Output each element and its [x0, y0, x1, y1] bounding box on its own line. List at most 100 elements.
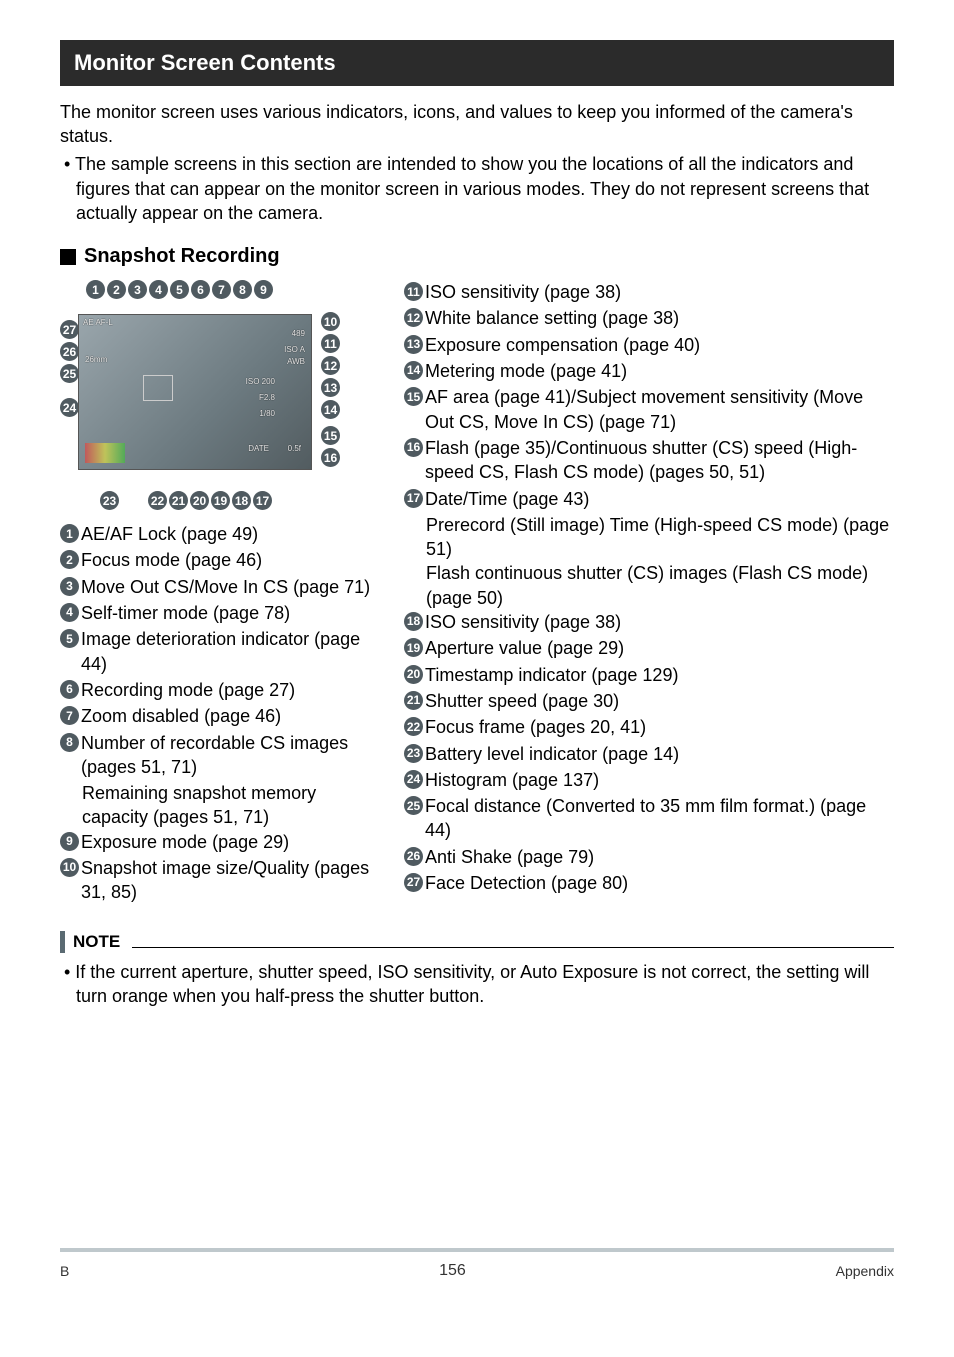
badge-23: 23	[404, 744, 423, 763]
legend-text: ISO sensitivity (page 38)	[425, 280, 621, 304]
osd-focal: 26mm	[85, 355, 107, 366]
badge-6: 6	[60, 680, 79, 699]
legend-item: 11ISO sensitivity (page 38)	[404, 280, 894, 304]
diagram-bottom-callouts: 22 21 20 19 18 17	[148, 491, 272, 510]
legend-text: AF area (page 41)/Subject movement sensi…	[425, 385, 894, 434]
legend-subtext: Prerecord (Still image) Time (High-speed…	[404, 513, 894, 562]
osd-iso200: ISO 200	[246, 377, 275, 388]
legend-item: 25Focal distance (Converted to 35 mm fil…	[404, 794, 894, 843]
legend-text: Battery level indicator (page 14)	[425, 742, 679, 766]
callout-2: 2	[107, 280, 126, 299]
subsection-title: Snapshot Recording	[84, 243, 280, 270]
osd-count: 489	[292, 329, 305, 340]
legend-text: Recording mode (page 27)	[81, 678, 295, 702]
legend-text: Anti Shake (page 79)	[425, 845, 594, 869]
callout-20: 20	[190, 491, 209, 510]
legend-item: 18ISO sensitivity (page 38)	[404, 610, 894, 634]
note-label: NOTE	[73, 931, 120, 954]
callout-23: 23	[100, 491, 119, 510]
legend-item: 9Exposure mode (page 29)	[60, 830, 380, 854]
legend-text: Histogram (page 137)	[425, 768, 599, 792]
callout-13: 13	[321, 378, 340, 397]
page-footer: B 156 Appendix	[60, 1248, 894, 1282]
badge-24: 24	[404, 770, 423, 789]
osd-time: 0.5f	[288, 444, 301, 455]
legend-item: 26Anti Shake (page 79)	[404, 845, 894, 869]
legend-text: Exposure compensation (page 40)	[425, 333, 700, 357]
legend-item: 15AF area (page 41)/Subject movement sen…	[404, 385, 894, 434]
square-bullet-icon	[60, 249, 76, 265]
callout-3: 3	[128, 280, 147, 299]
callout-19: 19	[211, 491, 230, 510]
legend-item: 8Number of recordable CS images (pages 5…	[60, 731, 380, 780]
badge-19: 19	[404, 638, 423, 657]
badge-21: 21	[404, 691, 423, 710]
callout-11: 11	[321, 334, 340, 353]
legend-text: Shutter speed (page 30)	[425, 689, 619, 713]
legend-item: 19Aperture value (page 29)	[404, 636, 894, 660]
callout-15: 15	[321, 426, 340, 445]
callout-8: 8	[233, 280, 252, 299]
badge-9: 9	[60, 832, 79, 851]
callout-25: 25	[60, 364, 79, 383]
callout-7: 7	[212, 280, 231, 299]
badge-26: 26	[404, 847, 423, 866]
badge-22: 22	[404, 717, 423, 736]
callout-17: 17	[253, 491, 272, 510]
legend-item: 5Image deterioration indicator (page 44)	[60, 627, 380, 676]
callout-4: 4	[149, 280, 168, 299]
footer-page-number: 156	[439, 1260, 466, 1282]
osd-date: DATE	[248, 444, 269, 455]
badge-4: 4	[60, 603, 79, 622]
osd-shutter: 1/80	[259, 409, 275, 420]
af-frame-icon	[143, 375, 173, 401]
legend-item: 7Zoom disabled (page 46)	[60, 704, 380, 728]
legend-text: Move Out CS/Move In CS (page 71)	[81, 575, 370, 599]
section-title: Monitor Screen Contents	[74, 50, 336, 75]
section-title-bar: Monitor Screen Contents	[60, 40, 894, 86]
content-columns: 1 2 3 4 5 6 7 8 9 27 26 25 24 10 11 12 1…	[60, 280, 894, 906]
legend-text: ISO sensitivity (page 38)	[425, 610, 621, 634]
badge-8: 8	[60, 733, 79, 752]
legend-item: 27Face Detection (page 80)	[404, 871, 894, 895]
legend-text: Flash (page 35)/Continuous shutter (CS) …	[425, 436, 894, 485]
legend-item: 2Focus mode (page 46)	[60, 548, 380, 572]
legend-text: Date/Time (page 43)	[425, 487, 589, 511]
badge-12: 12	[404, 308, 423, 327]
badge-7: 7	[60, 706, 79, 725]
intro-paragraph: The monitor screen uses various indicato…	[60, 100, 894, 149]
legend-text: Timestamp indicator (page 129)	[425, 663, 678, 687]
legend-text: Image deterioration indicator (page 44)	[81, 627, 380, 676]
callout-9: 9	[254, 280, 273, 299]
legend-item: 22Focus frame (pages 20, 41)	[404, 715, 894, 739]
screen-preview: AE AF-L 489 ISO A AWB 26mm ISO 200 F2.8 …	[78, 314, 312, 470]
callout-21: 21	[169, 491, 188, 510]
monitor-diagram: 1 2 3 4 5 6 7 8 9 27 26 25 24 10 11 12 1…	[60, 280, 340, 510]
callout-24: 24	[60, 398, 79, 417]
callout-27: 27	[60, 320, 79, 339]
badge-25: 25	[404, 796, 423, 815]
legend-text: Zoom disabled (page 46)	[81, 704, 281, 728]
badge-20: 20	[404, 665, 423, 684]
right-column: 11ISO sensitivity (page 38) 12White bala…	[404, 280, 894, 906]
callout-18: 18	[232, 491, 251, 510]
callout-1: 1	[86, 280, 105, 299]
callout-10: 10	[321, 312, 340, 331]
callout-26: 26	[60, 342, 79, 361]
legend-item: 16Flash (page 35)/Continuous shutter (CS…	[404, 436, 894, 485]
legend-item: 12White balance setting (page 38)	[404, 306, 894, 330]
diagram-top-callouts: 1 2 3 4 5 6 7 8 9	[86, 280, 273, 299]
legend-subtext: Remaining snapshot memory capacity (page…	[60, 781, 380, 830]
legend-text: Self-timer mode (page 78)	[81, 601, 290, 625]
legend-item: 1AE/AF Lock (page 49)	[60, 522, 380, 546]
legend-item: 21Shutter speed (page 30)	[404, 689, 894, 713]
badge-2: 2	[60, 550, 79, 569]
legend-item: 6Recording mode (page 27)	[60, 678, 380, 702]
legend-text: Exposure mode (page 29)	[81, 830, 289, 854]
note-header: NOTE	[60, 931, 894, 954]
legend-text: AE/AF Lock (page 49)	[81, 522, 258, 546]
legend-text: Face Detection (page 80)	[425, 871, 628, 895]
legend-item: 4Self-timer mode (page 78)	[60, 601, 380, 625]
callout-22: 22	[148, 491, 167, 510]
osd-aeaf: AE AF-L	[83, 318, 113, 329]
